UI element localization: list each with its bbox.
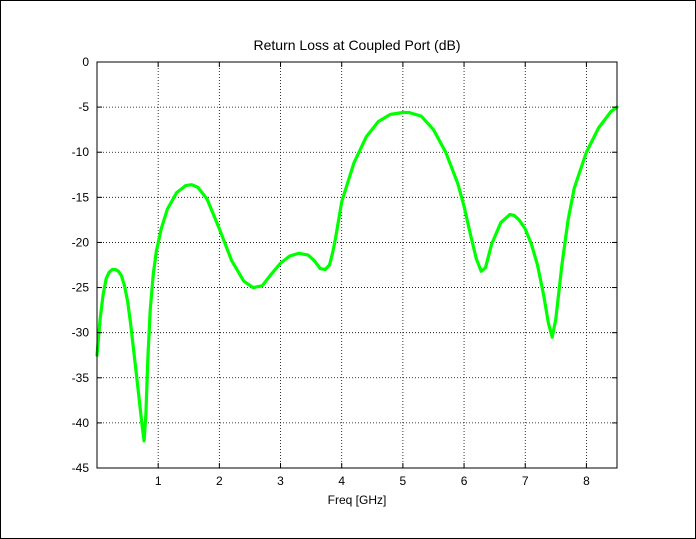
- y-tick-label: -45: [72, 461, 90, 475]
- y-tick-label: -15: [72, 190, 90, 204]
- y-tick-label: 0: [82, 55, 89, 69]
- x-tick-label: 6: [461, 474, 468, 488]
- x-tick-label: 5: [400, 474, 407, 488]
- x-axis-title: Freq [GHz]: [328, 493, 387, 507]
- y-tick-label: -35: [72, 371, 90, 385]
- x-tick-label: 4: [338, 474, 345, 488]
- y-tick-label: -10: [72, 145, 90, 159]
- x-tick-label: 2: [216, 474, 223, 488]
- y-tick-label: -5: [78, 100, 89, 114]
- return-loss-series-line: [95, 105, 619, 443]
- x-tick-label: 7: [522, 474, 529, 488]
- y-tick-label: -25: [72, 281, 90, 295]
- chart-title: Return Loss at Coupled Port (dB): [254, 37, 461, 53]
- x-tick-label: 8: [583, 474, 590, 488]
- series-layer: [95, 105, 619, 443]
- plot-area: [97, 62, 617, 468]
- y-tick-label: -40: [72, 416, 90, 430]
- axis-ticks: 1 2 3 4 5 6 7 8 0 -5 -10 -15 -20 -25 -30 -35 -40 -45: [72, 55, 617, 488]
- plot-frame: [96, 61, 618, 469]
- x-tick-label: 1: [155, 474, 162, 488]
- y-tick-label: -20: [72, 235, 90, 249]
- x-tick-label: 3: [277, 474, 284, 488]
- y-tick-label: -30: [72, 326, 90, 340]
